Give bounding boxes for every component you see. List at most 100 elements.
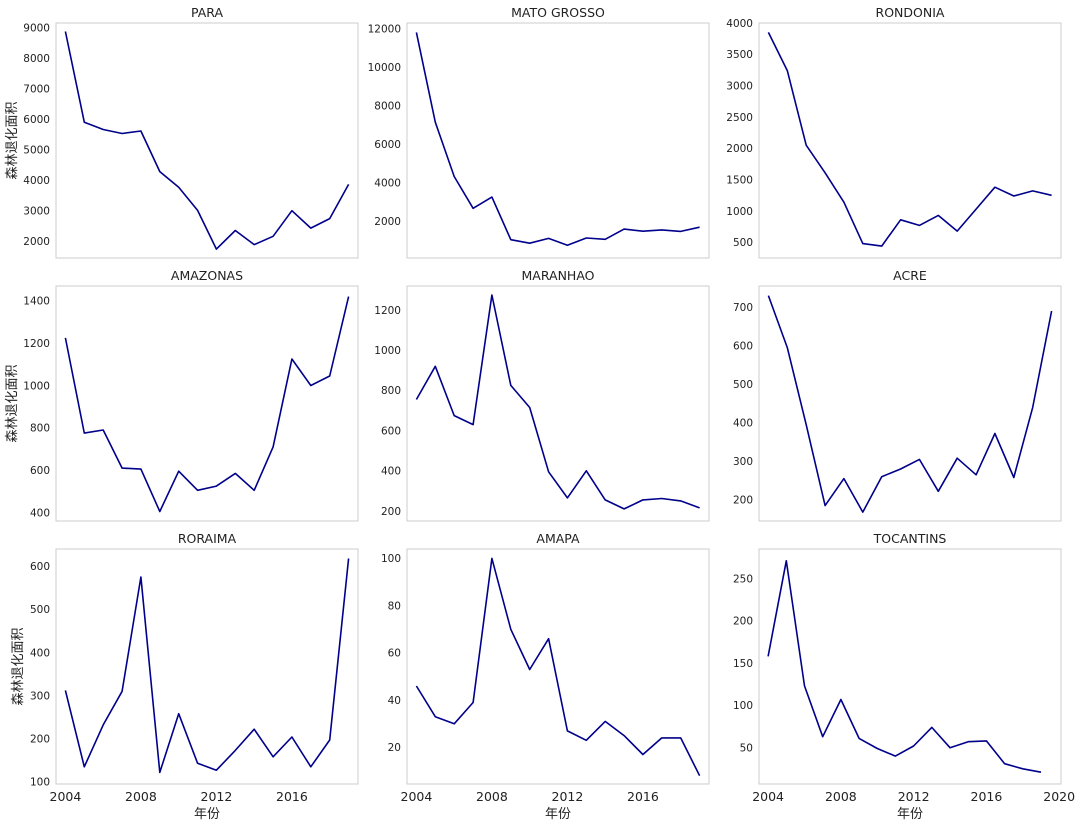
y-tick-label: 20: [388, 742, 401, 754]
y-tick-label: 200: [733, 495, 753, 507]
plot-area-amapa: [406, 548, 710, 785]
y-tick-label: 6000: [23, 114, 50, 126]
x-tick-label: 2016: [276, 789, 308, 804]
y-tick-label: 60: [388, 648, 401, 660]
series-line-tocantins: [767, 559, 1042, 773]
series-line-maranhao: [415, 294, 700, 510]
y-tick-label: 400: [381, 466, 401, 478]
y-tick-label: 9000: [23, 22, 50, 34]
subplot-title: AMAZONAS: [171, 268, 243, 283]
y-tick-label: 100: [30, 777, 50, 789]
y-tick-label: 800: [381, 385, 401, 397]
subplot-title: PARA: [191, 5, 223, 20]
series-line-acre: [767, 295, 1053, 513]
y-tick-label: 100: [733, 700, 753, 712]
x-tick-label: 2004: [401, 789, 433, 804]
y-tick-label: 250: [733, 573, 753, 585]
series-line-mato-grosso: [415, 32, 700, 247]
subplot-tocantins: TOCANTINS 50 100 150 200 250 2004 2008 2012 2016 2…: [733, 531, 1075, 822]
x-axis-label: 年份: [194, 807, 220, 822]
y-tick-label: 300: [733, 456, 753, 468]
y-tick-label: 600: [30, 465, 50, 477]
plot-area-roraima: [55, 548, 359, 785]
subplot-title: MARANHAO: [522, 268, 595, 283]
x-tick-label: 2004: [752, 789, 784, 804]
y-tick-label: 3500: [726, 49, 753, 61]
plot-area-mato-grosso: [406, 22, 710, 259]
plot-area-maranhao: [406, 285, 710, 522]
series-line-rondonia: [767, 32, 1052, 247]
subplot-para: PARA 2000 3000 4000 5000 6000 7000 8000 9000 森林退化…: [5, 5, 359, 259]
x-axis-label: 年份: [897, 807, 923, 822]
subplot-title: ACRE: [893, 268, 927, 283]
plot-area-acre: [758, 285, 1062, 522]
y-tick-label: 2000: [726, 143, 753, 155]
series-line-roraima: [64, 558, 350, 774]
y-tick-label: 1000: [23, 380, 50, 392]
y-tick-label: 500: [733, 237, 753, 249]
y-tick-label: 1000: [726, 206, 753, 218]
y-tick-label: 300: [30, 690, 50, 702]
y-tick-label: 2000: [374, 216, 401, 228]
subplot-title: RORAIMA: [178, 531, 237, 546]
y-tick-label: 1500: [726, 174, 753, 186]
plot-area-amazonas: [55, 285, 359, 522]
subplot-roraima: RORAIMA 100 200 300 400 500 600 2004 2008 2012 201…: [11, 531, 359, 822]
y-tick-label: 500: [30, 604, 50, 616]
y-tick-label: 40: [388, 695, 401, 707]
y-tick-label: 400: [30, 647, 50, 659]
x-tick-label: 2012: [201, 789, 233, 804]
x-tick-label: 2020: [1043, 789, 1075, 804]
y-tick-label: 5000: [23, 144, 50, 156]
x-tick-label: 2004: [50, 789, 82, 804]
y-tick-label: 200: [381, 506, 401, 518]
y-tick-label: 200: [30, 734, 50, 746]
y-tick-label: 1000: [374, 345, 401, 357]
y-tick-label: 7000: [23, 83, 50, 95]
y-tick-label: 4000: [374, 178, 401, 190]
x-tick-label: 2016: [627, 789, 659, 804]
y-tick-label: 2500: [726, 112, 753, 124]
y-tick-label: 700: [733, 302, 753, 314]
y-tick-label: 80: [388, 600, 401, 612]
x-tick-label: 2008: [476, 789, 508, 804]
subplot-title: TOCANTINS: [873, 531, 947, 546]
subplot-mato-grosso: MATO GROSSO 2000 4000 6000 8000 10000 12000: [368, 5, 710, 259]
y-tick-label: 600: [381, 425, 401, 437]
y-tick-label: 6000: [374, 139, 401, 151]
y-tick-label: 2000: [23, 236, 50, 248]
subplot-title: RONDONIA: [876, 5, 945, 20]
y-tick-label: 4000: [726, 18, 753, 30]
x-tick-label: 2008: [825, 789, 857, 804]
x-tick-label: 2012: [898, 789, 930, 804]
subplot-title: MATO GROSSO: [511, 5, 605, 20]
y-tick-label: 3000: [23, 205, 50, 217]
y-tick-label: 4000: [23, 175, 50, 187]
y-tick-label: 50: [740, 742, 753, 754]
y-tick-label: 150: [733, 658, 753, 670]
subplot-amapa: AMAPA 20 40 60 80 100 2004 2008 2012 2016 年份: [381, 531, 710, 822]
y-tick-label: 100: [381, 553, 401, 565]
series-line-para: [64, 31, 350, 250]
y-tick-label: 500: [733, 379, 753, 391]
subplot-amazonas: AMAZONAS 400 600 800 1000 1200 1400 森林退化面积: [5, 268, 359, 522]
x-tick-label: 2016: [971, 789, 1003, 804]
series-line-amazonas: [64, 296, 350, 513]
y-tick-label: 600: [30, 561, 50, 573]
subplot-acre: ACRE 200 300 400 500 600 700: [733, 268, 1062, 522]
y-tick-label: 8000: [23, 53, 50, 65]
y-tick-label: 400: [733, 418, 753, 430]
subplot-rondonia: RONDONIA 500 1000 1500 2000 2500 3000 3500 4000: [726, 5, 1062, 259]
y-tick-label: 400: [30, 507, 50, 519]
y-tick-label: 200: [733, 616, 753, 628]
series-line-amapa: [415, 557, 701, 777]
y-axis-label: 森林退化面积: [5, 364, 20, 442]
y-axis-label: 森林退化面积: [5, 101, 20, 179]
y-tick-label: 1200: [23, 338, 50, 350]
y-tick-label: 10000: [368, 62, 401, 74]
x-tick-label: 2008: [125, 789, 157, 804]
y-tick-label: 1200: [374, 305, 401, 317]
subplot-title: AMAPA: [536, 531, 580, 546]
y-tick-label: 600: [733, 341, 753, 353]
